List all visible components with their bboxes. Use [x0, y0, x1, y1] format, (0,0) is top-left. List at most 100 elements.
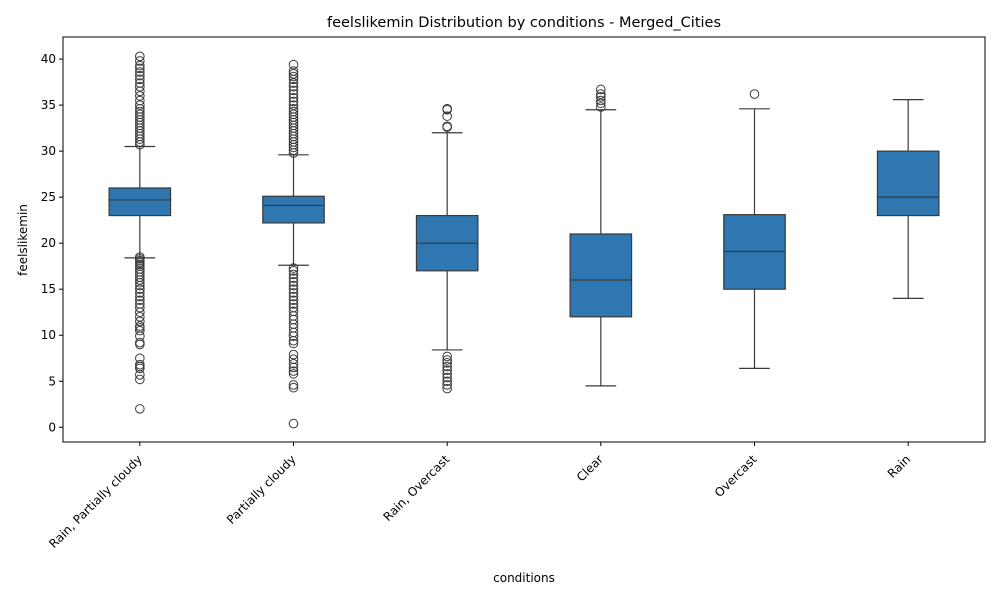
outlier-point: [288, 418, 299, 429]
y-tick-label: 40: [41, 52, 56, 66]
outlier-point: [288, 59, 299, 70]
outlier-point: [288, 106, 299, 117]
outlier-point: [135, 374, 145, 385]
box-group: [415, 103, 479, 394]
plot-layer: [108, 51, 940, 429]
outlier-point: [135, 295, 145, 306]
outlier-point: [135, 353, 145, 364]
y-axis-label: feelslikemin: [16, 204, 30, 276]
iqr-box: [108, 187, 172, 217]
outlier-point: [288, 92, 299, 103]
outlier-point: [288, 273, 299, 283]
outlier-point: [288, 277, 299, 287]
outlier-point: [288, 358, 299, 369]
chart-title: feelslikemin Distribution by conditions …: [327, 15, 721, 31]
iqr-box: [262, 195, 325, 224]
outlier-point: [135, 316, 145, 327]
y-tick-label: 0: [48, 420, 56, 434]
outlier-point: [596, 92, 606, 102]
outlier-point: [135, 359, 145, 370]
outlier-point: [288, 366, 299, 376]
outlier-point: [596, 89, 606, 99]
outlier-point: [442, 383, 452, 394]
outlier-point: [288, 369, 299, 379]
outlier-point: [135, 337, 145, 348]
iqr-box: [569, 233, 633, 318]
box-group: [569, 84, 633, 387]
outlier-point: [596, 102, 606, 112]
outlier-point: [135, 63, 145, 74]
box-group: [723, 89, 786, 369]
y-tick-label: 25: [41, 190, 56, 204]
y-tick-label: 15: [41, 282, 56, 296]
outlier-point: [288, 306, 299, 317]
outlier-point: [288, 302, 299, 313]
outlier-point: [442, 376, 452, 387]
outlier-point: [442, 380, 452, 390]
box-group: [876, 98, 940, 300]
outlier-point: [135, 106, 145, 117]
outlier-point: [288, 354, 299, 364]
outlier-point: [288, 109, 299, 120]
outlier-point: [135, 91, 145, 101]
outlier-point: [442, 103, 452, 114]
outlier-point: [288, 85, 299, 96]
box-group: [262, 59, 325, 429]
outlier-point: [288, 280, 299, 291]
outlier-point: [135, 78, 145, 88]
y-tick-label: 35: [41, 98, 56, 112]
outlier-point: [135, 288, 145, 298]
outlier-point: [596, 98, 606, 109]
outlier-point: [288, 269, 299, 280]
x-axis-label: conditions: [493, 571, 555, 585]
y-tick-label: 5: [48, 374, 56, 388]
outlier-point: [288, 78, 299, 88]
outlier-point: [288, 100, 299, 110]
outlier-point: [749, 89, 760, 99]
outlier-point: [135, 266, 145, 277]
outlier-point: [135, 252, 145, 262]
outlier-point: [135, 100, 145, 110]
outlier-point: [288, 288, 299, 298]
outlier-point: [288, 263, 299, 273]
y-tick-label: 20: [41, 236, 56, 250]
outlier-point: [596, 84, 606, 95]
outlier-point: [288, 103, 299, 114]
y-axis: 0 5 10 15 20 25 30 35 40: [41, 52, 63, 434]
outlier-point: [288, 89, 299, 99]
outlier-point: [288, 66, 299, 76]
outlier-point: [442, 355, 452, 365]
outlier-point: [135, 67, 145, 77]
outlier-point: [135, 325, 145, 336]
outlier-point: [135, 299, 145, 309]
outlier-point: [135, 291, 145, 302]
outlier-point: [135, 109, 145, 120]
outlier-point: [288, 349, 299, 360]
outlier-point: [288, 380, 299, 390]
outlier-point: [442, 361, 452, 372]
outlier-point: [288, 81, 299, 92]
outlier-point: [442, 365, 452, 376]
outlier-point: [135, 56, 145, 66]
outlier-point: [135, 60, 145, 71]
outlier-point: [135, 302, 145, 313]
plot-frame: [62, 36, 986, 443]
outlier-point: [135, 312, 145, 322]
outlier-point: [135, 321, 145, 331]
box-group: [108, 51, 172, 414]
outlier-point: [596, 95, 606, 106]
outlier-point: [442, 372, 452, 383]
outlier-point: [288, 265, 299, 276]
y-tick-label: 30: [41, 144, 56, 158]
outlier-point: [135, 70, 145, 81]
outlier-point: [442, 358, 452, 368]
outlier-point: [442, 351, 452, 362]
outlier-point: [288, 291, 299, 302]
outlier-point: [288, 71, 299, 82]
outlier-point: [288, 284, 299, 295]
outlier-point: [135, 95, 145, 106]
outlier-point: [288, 96, 299, 107]
